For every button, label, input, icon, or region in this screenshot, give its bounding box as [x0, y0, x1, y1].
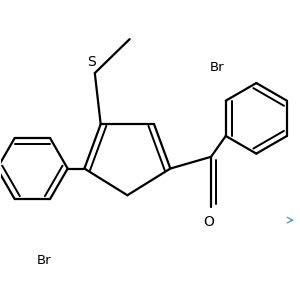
Text: Br: Br: [210, 61, 224, 74]
Text: S: S: [87, 56, 96, 70]
Text: Br: Br: [36, 254, 51, 267]
Text: O: O: [203, 215, 214, 229]
